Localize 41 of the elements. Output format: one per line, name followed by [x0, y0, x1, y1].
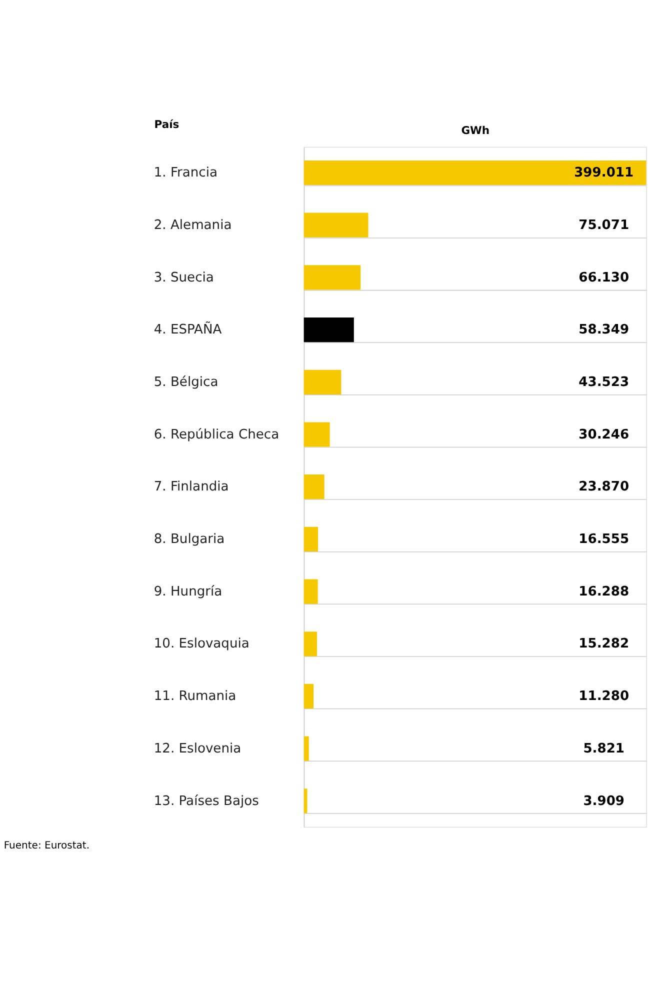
y-tick-label: 3. Suecia: [154, 270, 214, 286]
y-axis-title: País: [154, 118, 180, 131]
bar: [304, 526, 318, 552]
bar: [304, 370, 342, 394]
data-label: 16.288: [578, 584, 630, 600]
bar: [304, 318, 354, 342]
y-tick-label: 9. Hungría: [154, 584, 222, 600]
data-label: 3.909: [583, 794, 625, 809]
source-note: Fuente: Eurostat.: [4, 840, 90, 852]
bar: [304, 579, 318, 604]
data-label: 43.523: [578, 374, 630, 390]
bar: [304, 422, 330, 447]
bar: [304, 684, 314, 709]
data-label: 23.870: [578, 480, 630, 495]
data-label: 16.555: [578, 532, 630, 548]
bar: [304, 265, 361, 290]
bar: [304, 632, 317, 656]
bar: [304, 474, 324, 500]
y-tick-label: 12. Eslovenia: [154, 741, 242, 756]
y-tick-label: 1. Francia: [154, 166, 218, 181]
y-tick-label: 6. República Checa: [154, 427, 280, 442]
data-label: 66.130: [578, 270, 630, 286]
y-tick-label: 8. Bulgaria: [154, 532, 225, 548]
y-tick-label: 7. Finlandia: [154, 480, 229, 495]
data-label: 11.280: [578, 689, 630, 704]
data-label: 30.246: [578, 427, 630, 442]
bar: [304, 160, 646, 186]
data-label: 5.821: [583, 741, 625, 756]
y-tick-label: 4. ESPAÑA: [154, 320, 222, 338]
y-tick-label: 11. Rumania: [154, 689, 236, 704]
x-axis-title: GWh: [461, 124, 490, 138]
data-label: 75.071: [578, 218, 630, 233]
bar: [304, 736, 309, 761]
y-tick-label: 13. Países Bajos: [154, 794, 260, 809]
y-tick-label: 5. Bélgica: [154, 374, 218, 390]
data-label: 15.282: [578, 636, 630, 652]
y-tick-label: 10. Eslovaquia: [154, 636, 250, 652]
bar: [304, 212, 368, 238]
data-label: 58.349: [578, 322, 630, 338]
data-label: 399.011: [574, 166, 634, 181]
y-tick-label: 2. Alemania: [154, 218, 232, 233]
